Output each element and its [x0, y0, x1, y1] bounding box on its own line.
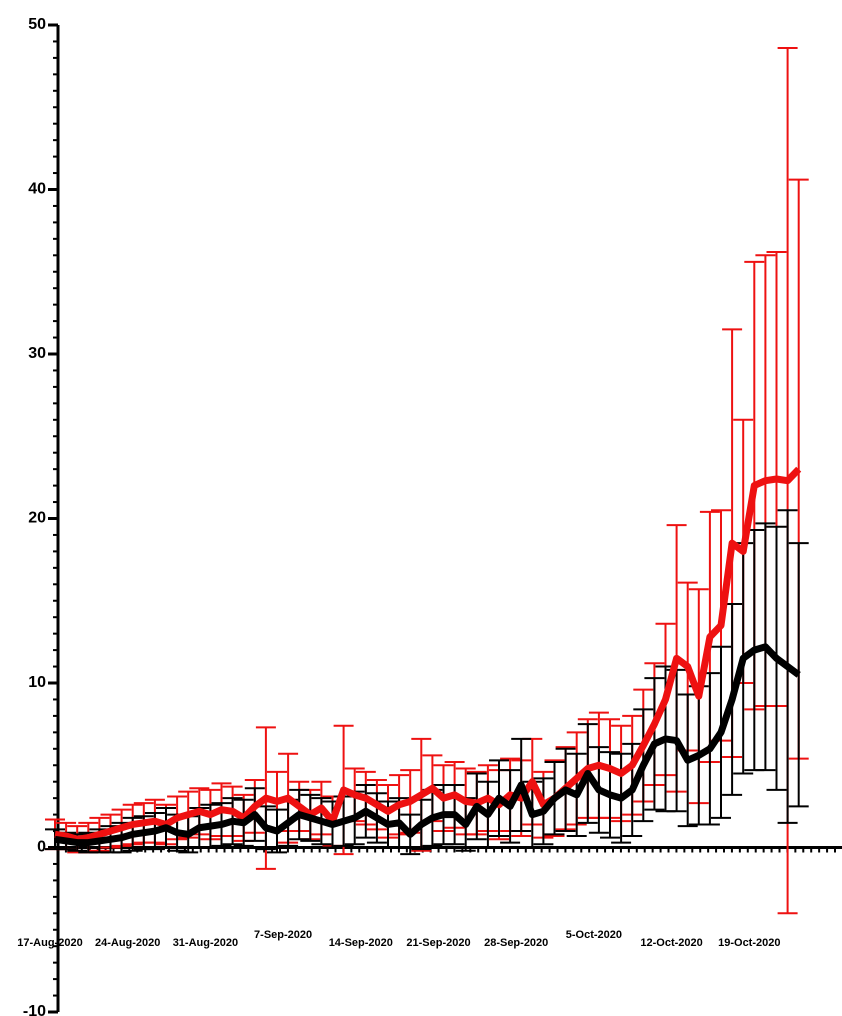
y-tick-label: -10	[23, 1003, 46, 1016]
y-tick-label: 0	[37, 839, 46, 856]
x-tick-label: 31-Aug-2020	[173, 937, 238, 949]
y-tick-label: 40	[28, 181, 46, 198]
x-tick-label: 21-Sep-2020	[406, 937, 470, 949]
series-line	[54, 466, 802, 843]
y-tick-label: 20	[28, 510, 46, 527]
x-tick-label: 17-Aug-2020	[17, 937, 82, 949]
series-line	[54, 643, 801, 847]
x-tick-label: 19-Oct-2020	[718, 937, 780, 949]
x-tick-label: 7-Sep-2020	[254, 929, 312, 941]
y-tick-label: 10	[28, 674, 46, 691]
x-tick-label: 12-Oct-2020	[640, 937, 702, 949]
x-tick-label: 24-Aug-2020	[95, 937, 160, 949]
x-tick-label: 28-Sep-2020	[484, 937, 548, 949]
y-tick-label: 50	[28, 16, 46, 33]
x-tick-label: 14-Sep-2020	[329, 937, 393, 949]
x-tick-label: 5-Oct-2020	[566, 929, 622, 941]
y-tick-label: 30	[28, 345, 46, 362]
